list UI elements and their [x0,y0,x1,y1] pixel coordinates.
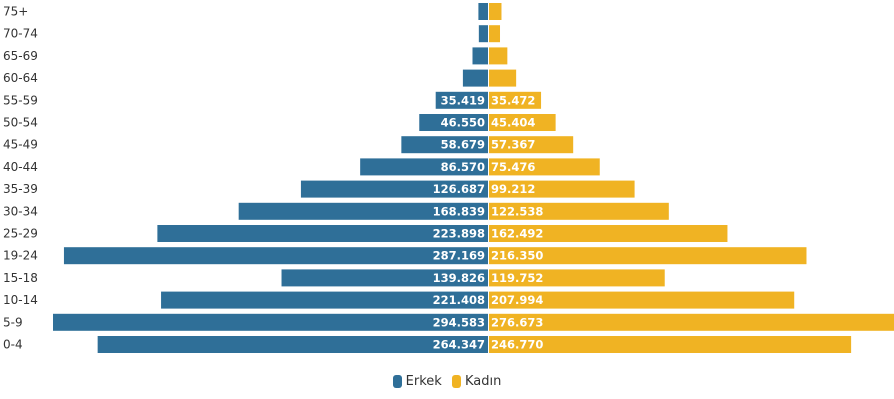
bar-erkek-45-49[interactable] [401,136,488,154]
legend-swatch-kadin [451,375,461,388]
bar-erkek-60-64[interactable] [462,69,488,87]
legend-swatch-erkek [392,375,402,388]
category-label-55-59: 55-59 [3,93,38,107]
value-label-erkek-5-9: 294.583 [433,315,485,329]
value-label-kadin-15-18: 119.752 [491,271,543,285]
bar-kadin-65-69[interactable] [489,47,508,65]
bar-kadin-60-64[interactable] [489,69,517,87]
bar-kadin-0-4[interactable] [489,336,852,353]
category-label-25-29: 25-29 [3,227,38,241]
value-label-kadin-40-44: 75.476 [491,160,535,174]
bar-kadin-35-39[interactable] [489,180,635,198]
legend-item-erkek[interactable]: Erkek [392,374,442,389]
bar-erkek-25-29[interactable] [157,225,488,242]
category-label-0-4: 0-4 [3,338,23,352]
value-label-erkek-25-29: 223.898 [433,227,485,241]
category-label-5-9: 5-9 [3,315,23,329]
bar-erkek-40-44[interactable] [360,158,488,176]
bar-kadin-5-9[interactable] [489,313,894,331]
bar-erkek-30-34[interactable] [238,202,488,220]
bar-kadin-19-24[interactable] [489,247,807,265]
bar-kadin-40-44[interactable] [489,158,600,176]
value-label-erkek-10-14: 221.408 [433,293,485,307]
bar-erkek-75plus[interactable] [478,3,488,20]
bar-erkek-70-74[interactable] [478,25,488,43]
value-label-erkek-50-54: 46.550 [441,116,485,130]
category-label-15-18: 15-18 [3,271,38,285]
value-label-erkek-0-4: 264.347 [433,338,485,352]
value-label-erkek-45-49: 58.679 [441,138,485,152]
value-label-kadin-19-24: 216.350 [491,249,543,263]
category-label-30-34: 30-34 [3,204,38,218]
category-label-75plus: 75+ [3,5,28,19]
category-label-10-14: 10-14 [3,293,38,307]
value-label-kadin-35-39: 99.212 [491,182,535,196]
value-label-erkek-55-59: 35.419 [441,93,485,107]
category-label-70-74: 70-74 [3,27,38,41]
bar-kadin-25-29[interactable] [489,225,728,242]
legend-label-erkek: Erkek [405,374,442,389]
category-label-60-64: 60-64 [3,71,38,85]
category-label-40-44: 40-44 [3,160,38,174]
value-label-kadin-55-59: 35.472 [491,93,535,107]
value-label-kadin-45-49: 57.367 [491,138,535,152]
bar-erkek-35-39[interactable] [300,180,488,198]
bar-kadin-15-18[interactable] [489,269,665,287]
bar-erkek-65-69[interactable] [472,47,488,65]
legend-item-kadin[interactable]: Kadın [451,374,502,389]
value-label-kadin-0-4: 246.770 [491,338,543,352]
bar-erkek-10-14[interactable] [161,291,488,309]
bar-kadin-55-59[interactable] [489,91,542,109]
value-label-erkek-30-34: 168.839 [433,204,485,218]
bar-erkek-0-4[interactable] [97,336,488,353]
category-label-45-49: 45-49 [3,138,38,152]
bar-kadin-70-74[interactable] [489,25,501,43]
value-label-erkek-19-24: 287.169 [433,249,485,263]
bar-erkek-15-18[interactable] [281,269,488,287]
legend: Erkek Kadın [0,374,894,392]
value-label-erkek-35-39: 126.687 [433,182,485,196]
bar-erkek-50-54[interactable] [419,114,488,131]
category-label-50-54: 50-54 [3,116,38,130]
value-label-erkek-15-18: 139.826 [433,271,485,285]
category-label-19-24: 19-24 [3,249,38,263]
bar-kadin-10-14[interactable] [489,291,795,309]
category-label-65-69: 65-69 [3,49,38,63]
bar-erkek-19-24[interactable] [63,247,488,265]
value-label-kadin-5-9: 276.673 [491,315,543,329]
bar-kadin-75plus[interactable] [489,3,502,20]
bar-kadin-30-34[interactable] [489,202,669,220]
value-label-kadin-30-34: 122.538 [491,204,543,218]
bar-erkek-5-9[interactable] [53,313,488,331]
value-label-kadin-50-54: 45.404 [491,116,535,130]
population-pyramid-chart: 75+ 70-74 65-69 60-64 55-59 35.419 35.472 50-54… [3,3,894,353]
value-label-kadin-10-14: 207.994 [491,293,543,307]
bar-kadin-50-54[interactable] [489,114,556,131]
bar-erkek-55-59[interactable] [435,91,488,109]
value-label-kadin-25-29: 162.492 [491,227,543,241]
value-label-erkek-40-44: 86.570 [441,160,485,174]
category-label-35-39: 35-39 [3,182,38,196]
legend-label-kadin: Kadın [464,374,502,389]
bar-kadin-45-49[interactable] [489,136,574,154]
